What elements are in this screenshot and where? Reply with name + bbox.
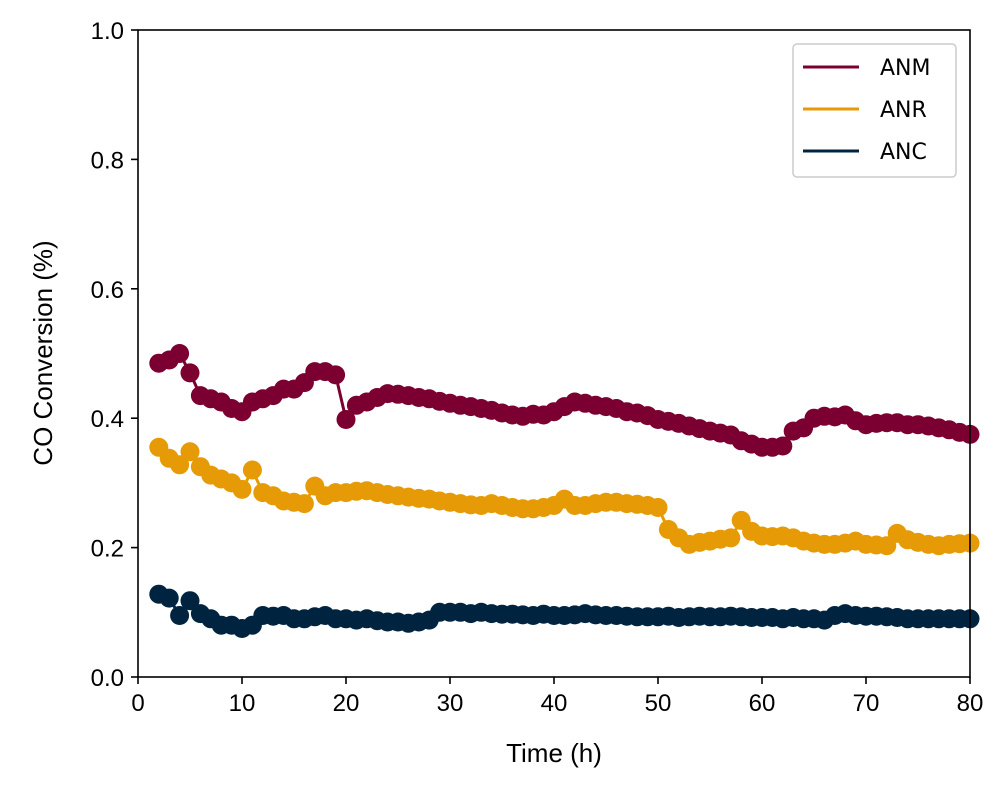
legend-label: ANR — [880, 98, 927, 123]
y-tick-label: 0.8 — [91, 147, 124, 174]
y-axis-title: CO Conversion (%) — [28, 240, 58, 465]
y-tick-label: 0.2 — [91, 536, 124, 563]
series-anm — [149, 344, 980, 457]
x-tick-label: 10 — [229, 690, 256, 717]
data-point — [159, 588, 179, 608]
axis-ticks: 0 10 20 30 40 50 60 70 80 0.0 0.2 0.4 0.6 0.8 1.0 — [91, 18, 984, 717]
x-tick-label: 70 — [853, 690, 880, 717]
data-point — [336, 410, 356, 429]
data-point — [232, 479, 252, 499]
legend: ANM ANR ANC — [792, 43, 957, 178]
y-tick-label: 0.0 — [91, 665, 124, 692]
data-point — [170, 344, 190, 363]
legend-label: ANC — [880, 140, 927, 165]
data-point — [294, 494, 314, 514]
y-tick-label: 0.6 — [91, 277, 124, 304]
y-tick-label: 0.4 — [91, 406, 124, 433]
data-point — [180, 442, 200, 462]
legend-box — [792, 43, 957, 178]
x-axis-title: Time (h) — [506, 738, 602, 768]
x-tick-label: 80 — [957, 690, 984, 717]
data-point — [170, 455, 190, 475]
x-tick-label: 60 — [749, 690, 776, 717]
x-tick-label: 0 — [131, 690, 144, 717]
data-point — [180, 591, 200, 611]
x-tick-label: 20 — [333, 690, 360, 717]
data-point — [648, 498, 668, 517]
legend-label: ANM — [880, 56, 931, 81]
series-layer — [149, 344, 980, 638]
data-point — [326, 365, 346, 385]
series-anr — [149, 437, 980, 556]
data-point — [773, 436, 793, 456]
y-tick-label: 1.0 — [91, 18, 124, 45]
data-point — [721, 528, 741, 548]
x-tick-label: 30 — [437, 690, 464, 717]
x-tick-label: 40 — [541, 690, 568, 717]
x-tick-label: 50 — [645, 690, 672, 717]
series-anc — [149, 584, 980, 638]
data-point — [170, 606, 190, 625]
data-point — [180, 363, 200, 383]
data-point — [242, 460, 262, 480]
